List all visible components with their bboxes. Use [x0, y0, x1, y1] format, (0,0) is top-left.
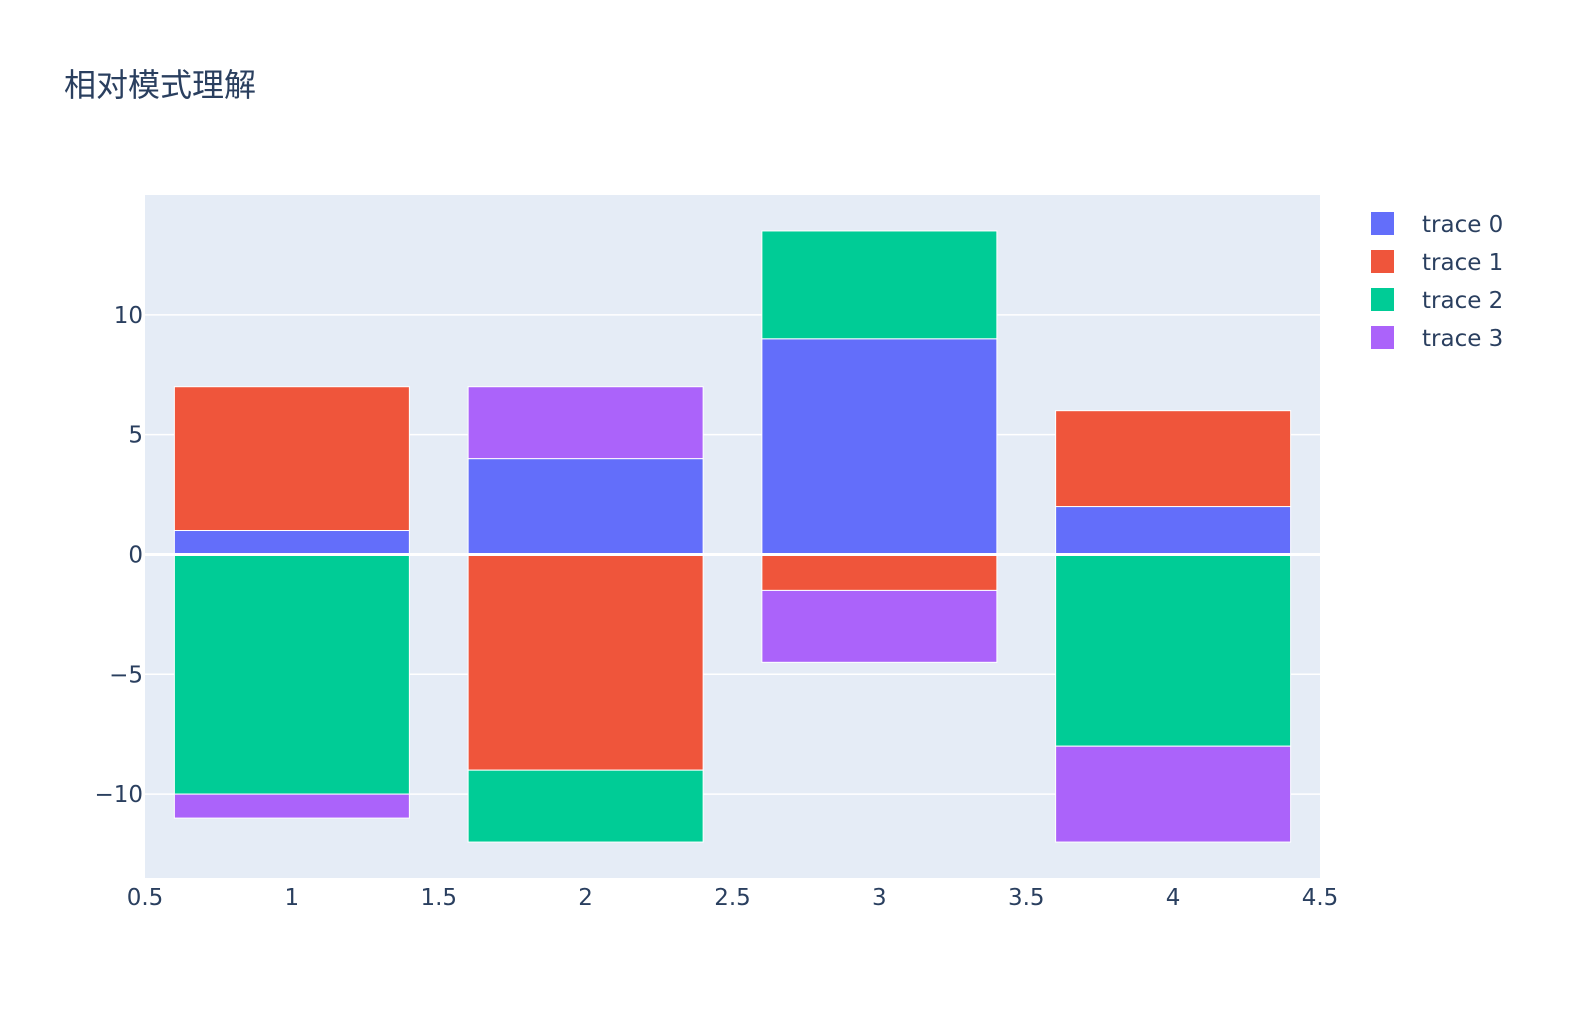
x-tick-label: 0.5 — [127, 885, 164, 911]
bar-trace-1-x-2 — [467, 553, 704, 771]
y-tick-label: 5 — [128, 423, 143, 449]
x-tick-label: 1.5 — [420, 885, 457, 911]
legend-swatch — [1371, 326, 1394, 349]
bar-trace-3-x-4 — [1055, 745, 1292, 843]
y-axis: −10 −5 0 5 10 — [94, 303, 143, 808]
legend-item[interactable]: trace 3 — [1371, 326, 1503, 352]
legend-label: trace 1 — [1422, 250, 1503, 276]
bar-trace-0-x-3 — [761, 338, 998, 555]
x-tick-label: 1 — [285, 885, 300, 911]
bar-trace-1-x-1 — [173, 386, 410, 532]
bar-trace-3-x-3 — [761, 589, 998, 663]
bar-trace-0-x-1 — [173, 530, 410, 555]
x-tick-label: 3.5 — [1008, 885, 1045, 911]
y-tick-label: 10 — [114, 303, 143, 329]
bar-trace-0-x-4 — [1055, 506, 1292, 555]
x-tick-label: 2 — [578, 885, 593, 911]
x-axis: 0.5 1 1.5 2 2.5 3 3.5 4 4.5 — [127, 885, 1339, 911]
legend-swatch — [1371, 250, 1394, 273]
x-tick-label: 4 — [1166, 885, 1181, 911]
bar-trace-1-x-3 — [761, 553, 998, 591]
y-tick-label: −10 — [94, 782, 143, 808]
bar-trace-3-x-1 — [173, 793, 410, 819]
x-tick-label: 4.5 — [1302, 885, 1339, 911]
legend-item[interactable]: trace 1 — [1371, 250, 1503, 276]
legend-label: trace 3 — [1422, 326, 1503, 352]
bar-trace-2-x-4 — [1055, 553, 1292, 747]
legend-item[interactable]: trace 0 — [1371, 212, 1503, 238]
y-tick-label: −5 — [109, 662, 143, 688]
bar-trace-1-x-4 — [1055, 410, 1292, 508]
bar-trace-2-x-3 — [761, 230, 998, 340]
legend-swatch — [1371, 212, 1394, 235]
chart-title: 相对模式理解 — [64, 66, 256, 104]
y-tick-label: 0 — [128, 542, 143, 568]
legend-item[interactable]: trace 2 — [1371, 288, 1503, 314]
bar-trace-3-x-2 — [467, 386, 704, 460]
legend-label: trace 0 — [1422, 212, 1503, 238]
x-tick-label: 2.5 — [714, 885, 751, 911]
legend-swatch — [1371, 288, 1394, 311]
bar-trace-2-x-2 — [467, 769, 704, 843]
legend-label: trace 2 — [1422, 288, 1503, 314]
bar-trace-2-x-1 — [173, 553, 410, 795]
x-tick-label: 3 — [872, 885, 887, 911]
bars — [173, 230, 1292, 843]
bar-trace-0-x-2 — [467, 458, 704, 555]
legend: trace 0 trace 1 trace 2 trace 3 — [1371, 212, 1503, 352]
